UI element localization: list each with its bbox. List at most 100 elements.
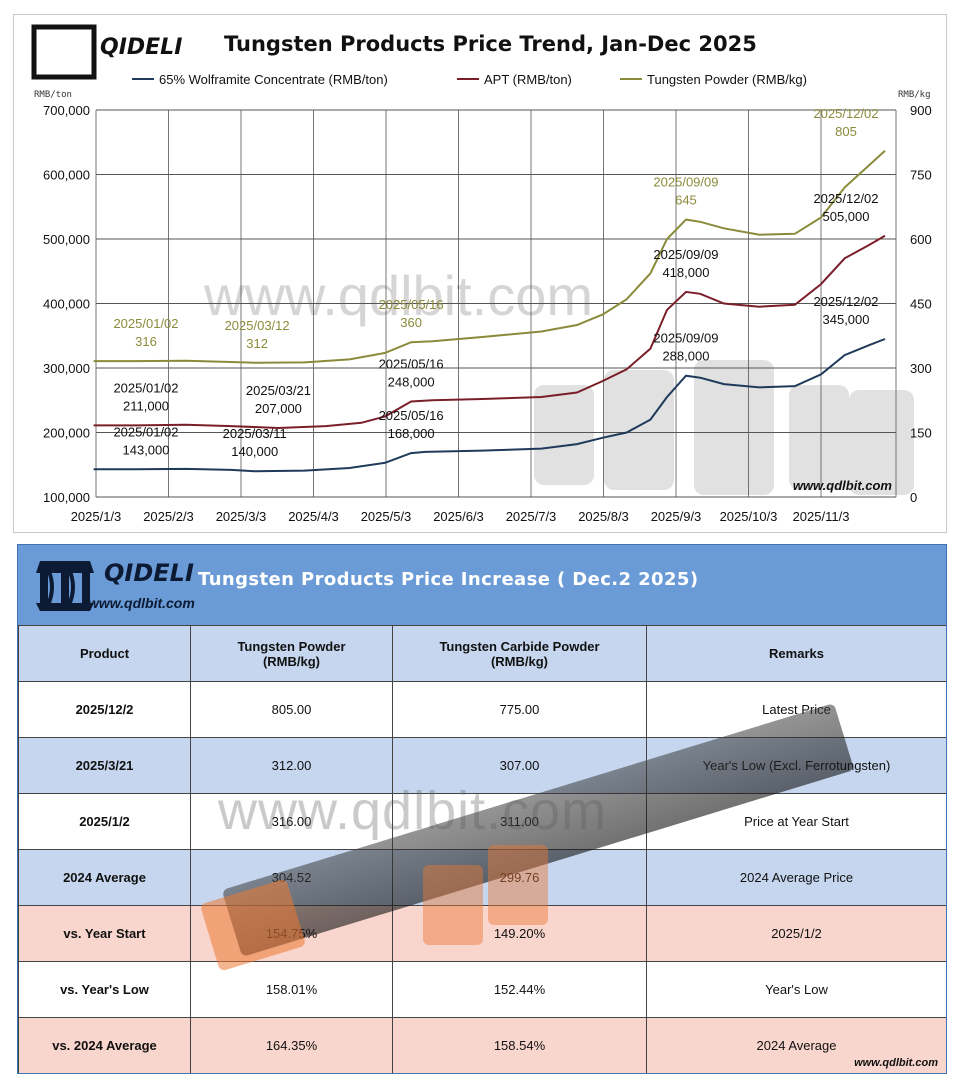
row-carbide-powder: 158.54% <box>392 1017 647 1073</box>
price-trend-chart-panel: www.qdlbit.com 700,000 600,000 500,000 400,0… <box>13 14 947 533</box>
x-tick-label: 2025/1/3 <box>71 509 122 524</box>
y2-tick-label: 900 <box>910 103 932 118</box>
row-remarks: Latest Price <box>646 681 946 738</box>
annotation-value: 360 <box>400 315 422 330</box>
annotation-date: 2025/09/09 <box>653 175 718 190</box>
x-tick-label: 2025/9/3 <box>651 509 702 524</box>
header-tungsten-powder: Tungsten Powder (RMB/kg) <box>190 625 393 682</box>
y-tick-label: 400,000 <box>43 297 90 312</box>
annotation-value: 207,000 <box>255 401 302 416</box>
annotation-date: 2025/12/02 <box>813 191 878 206</box>
y2-tick-label: 750 <box>910 168 932 183</box>
row-remarks: 2025/1/2 <box>646 905 946 962</box>
row-product: vs. Year's Low <box>18 961 191 1018</box>
header-product: Product <box>18 625 191 682</box>
row-remarks: Price at Year Start <box>646 793 946 850</box>
watermark-text: www.qdlbit.com <box>203 264 593 327</box>
row-remarks: Year's Low (Excl. Ferrotungsten) <box>646 737 946 794</box>
legend-label: Tungsten Powder (RMB/kg) <box>647 72 807 87</box>
drill-bit-image <box>534 385 594 485</box>
row-product: vs. Year Start <box>18 905 191 962</box>
row-remarks: 2024 Average Price <box>646 849 946 906</box>
y2-tick-label: 300 <box>910 361 932 376</box>
annotation-value: 345,000 <box>823 312 870 327</box>
drill-bit-image <box>604 370 674 490</box>
x-tick-label: 2025/2/3 <box>143 509 194 524</box>
table-header-row: Product Tungsten Powder (RMB/kg) Tungste… <box>18 625 946 682</box>
x-tick-label: 2025/6/3 <box>433 509 484 524</box>
row-carbide-powder: 307.00 <box>392 737 647 794</box>
x-tick-label: 2025/5/3 <box>361 509 412 524</box>
row-tungsten-powder: 154.75% <box>190 905 393 962</box>
annotation-date: 2025/01/02 <box>113 316 178 331</box>
row-product: 2025/1/2 <box>18 793 191 850</box>
drill-bit-image <box>694 360 774 495</box>
annotation-value: 505,000 <box>823 209 870 224</box>
table-row: 2024 Average 304.52 299.76 2024 Average … <box>18 849 946 906</box>
y-tick-label: 300,000 <box>43 361 90 376</box>
price-increase-table-panel: QIDELI www.qdlbit.com Tungsten Products … <box>17 544 947 1074</box>
annotation-date: 2025/12/02 <box>813 106 878 121</box>
row-product: 2025/12/2 <box>18 681 191 738</box>
x-tick-label: 2025/4/3 <box>288 509 339 524</box>
annotation-date: 2025/03/12 <box>225 318 290 333</box>
brand-name: QIDELI <box>104 559 194 587</box>
price-trend-chart: www.qdlbit.com 700,000 600,000 500,000 400,0… <box>31 24 932 524</box>
x-tick-label: 2025/7/3 <box>506 509 557 524</box>
x-tick-label: 2025/3/3 <box>216 509 267 524</box>
chart-title: Tungsten Products Price Trend, Jan-Dec 2… <box>224 32 757 56</box>
legend-label: 65% Wolframite Concentrate (RMB/ton) <box>159 72 388 87</box>
annotation-value: 248,000 <box>388 375 435 390</box>
annotation-value: 645 <box>675 193 697 208</box>
y2-tick-label: 150 <box>910 426 932 441</box>
table-row: vs. 2024 Average 164.35% 158.54% 2024 Av… <box>18 1017 946 1073</box>
row-carbide-powder: 311.00 <box>392 793 647 850</box>
row-remarks: 2024 Average <box>646 1017 946 1073</box>
drill-bit-image <box>789 385 849 490</box>
annotation-date: 2025/09/09 <box>653 247 718 262</box>
header-carbide-powder: Tungsten Carbide Powder (RMB/kg) <box>392 625 647 682</box>
table-header-banner: QIDELI www.qdlbit.com Tungsten Products … <box>18 545 946 626</box>
x-tick-label: 2025/11/3 <box>793 509 850 524</box>
annotation-date: 2025/05/16 <box>379 408 444 423</box>
row-tungsten-powder: 805.00 <box>190 681 393 738</box>
x-tick-label: 2025/8/3 <box>578 509 629 524</box>
footer-site: www.qdlbit.com <box>854 1057 938 1069</box>
annotation-value: 316 <box>135 334 157 349</box>
y-tick-label: 100,000 <box>43 490 90 505</box>
series-line <box>93 150 886 364</box>
table-row: vs. Year's Low 158.01% 152.44% Year's Lo… <box>18 961 946 1018</box>
annotation-date: 2025/01/02 <box>113 380 178 395</box>
annotation-value: 312 <box>246 336 268 351</box>
y2-tick-label: 450 <box>910 297 932 312</box>
brand-site: www.qdlbit.com <box>88 595 195 611</box>
qideli-logo-icon <box>31 24 97 80</box>
y-tick-label: 600,000 <box>43 168 90 183</box>
price-increase-table: Product Tungsten Powder (RMB/kg) Tungste… <box>18 625 946 1073</box>
row-product: 2025/3/21 <box>18 737 191 794</box>
qideli-logo-icon <box>36 561 94 611</box>
annotation-value: 805 <box>835 124 857 139</box>
row-carbide-powder: 149.20% <box>392 905 647 962</box>
table-row: 2025/12/2 805.00 775.00 Latest Price <box>18 681 946 738</box>
row-product: 2024 Average <box>18 849 191 906</box>
row-remarks: Year's Low <box>646 961 946 1018</box>
y2-tick-label: 600 <box>910 232 932 247</box>
row-tungsten-powder: 158.01% <box>190 961 393 1018</box>
y2-tick-label: 0 <box>910 490 917 505</box>
left-axis-unit: RMB/ton <box>34 90 72 100</box>
y-tick-label: 200,000 <box>43 426 90 441</box>
row-tungsten-powder: 304.52 <box>190 849 393 906</box>
annotation-value: 143,000 <box>123 442 170 457</box>
legend-label: APT (RMB/ton) <box>484 72 572 87</box>
annotation-value: 211,000 <box>123 398 169 413</box>
header-remarks: Remarks <box>646 625 946 682</box>
table-row: 2025/3/21 312.00 307.00 Year's Low (Excl… <box>18 737 946 794</box>
annotation-value: 140,000 <box>231 444 278 459</box>
table-title: Tungsten Products Price Increase ( Dec.2… <box>198 569 699 590</box>
annotation-date: 2025/05/16 <box>379 297 444 312</box>
row-carbide-powder: 299.76 <box>392 849 647 906</box>
series-line <box>93 338 886 473</box>
annotation-date: 2025/05/16 <box>379 357 444 372</box>
y-tick-label: 500,000 <box>43 232 90 247</box>
